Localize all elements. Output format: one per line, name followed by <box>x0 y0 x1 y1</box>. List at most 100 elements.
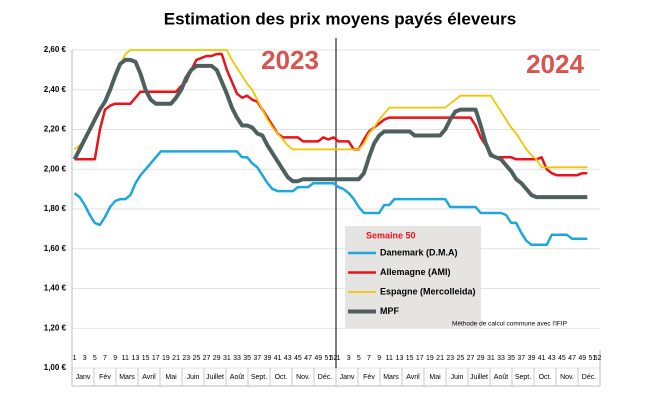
x-tick-label: 17 <box>152 355 160 362</box>
x-tick-label: 21 <box>436 355 444 362</box>
month-label: Nov. <box>296 374 310 381</box>
month-label: Avril <box>142 374 156 381</box>
month-label: Oct. <box>539 374 552 381</box>
month-label: Oct. <box>275 374 288 381</box>
x-tick-label: 39 <box>264 355 272 362</box>
x-tick-label: 9 <box>113 355 117 362</box>
x-tick-label: 45 <box>294 355 302 362</box>
x-tick-label: 52 <box>594 355 602 362</box>
x-tick-label: 1 <box>73 355 77 362</box>
x-tick-label: 41 <box>538 355 546 362</box>
x-tick-label: 5 <box>357 355 361 362</box>
series-line <box>73 150 588 247</box>
month-label: Juillet <box>470 374 488 381</box>
month-label: Juin <box>451 374 464 381</box>
x-tick-label: 27 <box>203 355 211 362</box>
x-tick-label: 47 <box>304 355 312 362</box>
series-line <box>73 49 588 169</box>
x-tick-label: 9 <box>377 355 381 362</box>
x-tick-label: 13 <box>132 355 140 362</box>
month-label: Mars <box>119 374 135 381</box>
month-label: Mars <box>383 374 399 381</box>
x-tick-label: 3 <box>347 355 351 362</box>
x-tick-label: 17 <box>416 355 424 362</box>
y-tick-label: 1,80 € <box>44 204 67 213</box>
month-label: Avril <box>406 374 420 381</box>
x-tick-label: 11 <box>122 355 129 362</box>
x-tick-label: 49 <box>314 355 322 362</box>
x-tick-label: 23 <box>182 355 190 362</box>
legend-label: MPF <box>380 306 400 316</box>
month-label: Juin <box>187 374 200 381</box>
footnote: Méthode de calcul commune avec l'IFIP <box>452 321 567 328</box>
month-label: Déc. <box>582 374 596 381</box>
y-tick-label: 2,20 € <box>44 125 67 134</box>
x-tick-label: 41 <box>274 355 282 362</box>
y-tick-label: 1,60 € <box>44 244 67 253</box>
month-label: Fév <box>363 374 375 381</box>
month-label: Déc. <box>318 374 332 381</box>
x-tick-label: 31 <box>487 355 495 362</box>
y-tick-label: 1,20 € <box>44 323 67 332</box>
x-tick-label: 31 <box>223 355 231 362</box>
y-tick-label: 2,40 € <box>44 85 67 94</box>
x-tick-label: 15 <box>142 355 150 362</box>
x-tick-label: 49 <box>578 355 586 362</box>
x-tick-label: 37 <box>517 355 525 362</box>
month-label: Juillet <box>206 374 224 381</box>
x-tick-label: 19 <box>162 355 170 362</box>
x-tick-label: 39 <box>528 355 536 362</box>
x-tick-label: 7 <box>103 355 107 362</box>
x-tick-label: 37 <box>253 355 261 362</box>
month-label: Mai <box>429 374 441 381</box>
x-tick-label: 11 <box>386 355 393 362</box>
x-tick-label: 13 <box>396 355 404 362</box>
x-tick-label: 25 <box>456 355 464 362</box>
month-label: Nov. <box>560 374 574 381</box>
legend-heading: Semaine 50 <box>366 230 416 240</box>
x-tick-label: 51 <box>324 355 332 362</box>
month-label: Août <box>494 374 508 381</box>
x-tick-label: 3 <box>83 355 87 362</box>
x-tick-label: 29 <box>213 355 221 362</box>
x-tick-label: 25 <box>192 355 200 362</box>
x-tick-label: 21 <box>172 355 180 362</box>
x-tick-label: 19 <box>426 355 434 362</box>
year-label: 2024 <box>526 49 584 79</box>
x-tick-label: 43 <box>548 355 556 362</box>
chart-title: Estimation des prix moyens payés éleveur… <box>164 9 516 28</box>
month-label: Mai <box>165 374 177 381</box>
x-tick-label: 43 <box>284 355 292 362</box>
x-tick-label: 52 <box>330 355 338 362</box>
year-label: 2023 <box>261 45 319 75</box>
x-tick-label: 5 <box>93 355 97 362</box>
x-tick-label: 27 <box>467 355 475 362</box>
legend-label: Allemagne (AMI) <box>380 267 451 277</box>
x-tick-label: 23 <box>446 355 454 362</box>
legend-label: Danemark (D.M.A) <box>380 247 458 257</box>
x-tick-label: 35 <box>507 355 515 362</box>
x-tick-label: 7 <box>367 355 371 362</box>
y-tick-label: 1,40 € <box>44 284 67 293</box>
y-tick-label: 1,00 € <box>44 363 67 372</box>
x-tick-label: 35 <box>243 355 251 362</box>
y-tick-label: 2,00 € <box>44 164 67 173</box>
x-tick-label: 1 <box>337 355 341 362</box>
y-tick-label: 2,60 € <box>44 45 67 54</box>
x-tick-label: 33 <box>233 355 241 362</box>
month-label: Sept. <box>515 374 531 381</box>
month-label: Janv <box>76 374 91 381</box>
month-label: Août <box>230 374 244 381</box>
month-label: Sept. <box>251 374 267 381</box>
series-line <box>74 52 588 177</box>
x-tick-label: 33 <box>497 355 505 362</box>
x-tick-label: 45 <box>558 355 566 362</box>
x-tick-label: 29 <box>477 355 485 362</box>
month-label: Fév <box>99 374 111 381</box>
x-tick-label: 51 <box>588 355 596 362</box>
x-tick-label: 15 <box>406 355 414 362</box>
x-tick-label: 47 <box>568 355 576 362</box>
series-line <box>72 57 588 200</box>
legend-label: Espagne (Mercolleida) <box>380 286 476 296</box>
